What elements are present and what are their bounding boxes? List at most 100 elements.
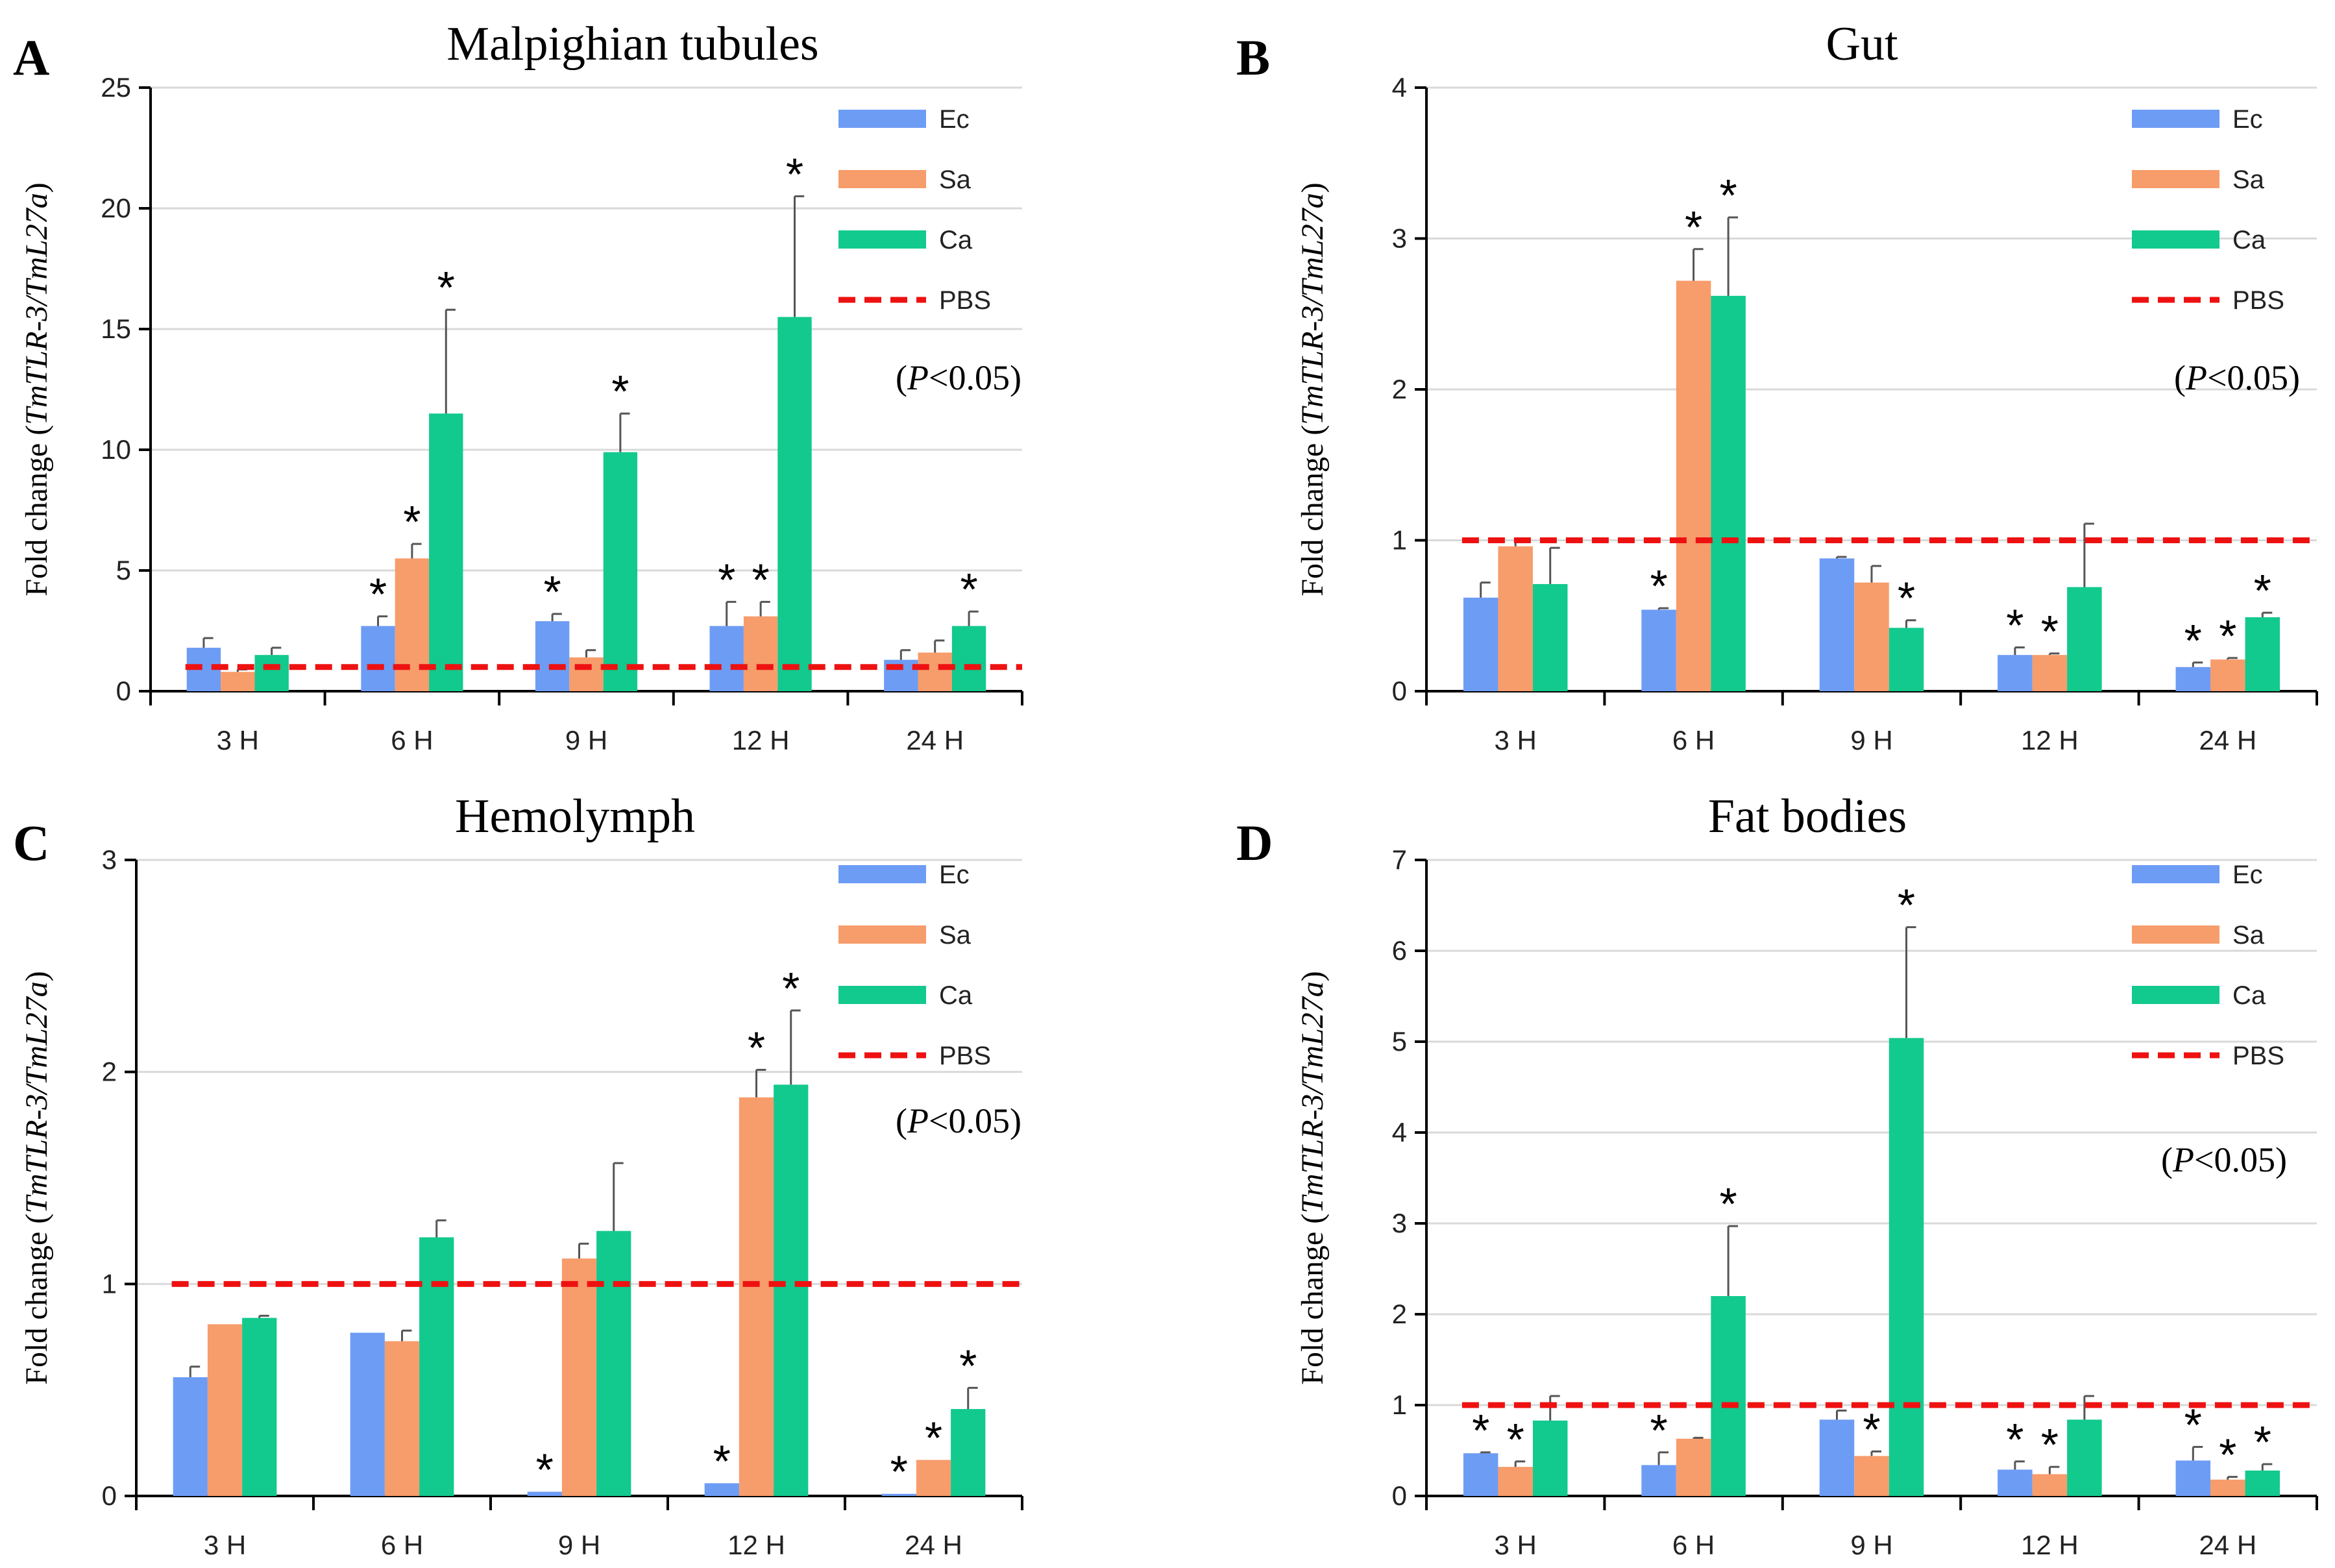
significance-asterisk: * [960,564,977,615]
significance-asterisk: * [1472,1405,1489,1456]
y-tick-label: 1 [1392,525,1407,556]
significance-asterisk: * [1685,202,1702,252]
bar-sa [743,616,778,691]
significance-asterisk: * [1898,573,1915,624]
x-tick-label: 24 H [2199,1530,2256,1560]
bar-sa [2032,1474,2068,1496]
panel-title: Fat bodies [1708,790,1907,843]
legend-swatch-ca [2132,230,2219,249]
legend-label-sa: Sa [939,921,972,949]
bar-sa [207,1324,243,1496]
significance-asterisk: * [2254,565,2271,616]
bar-sa [2210,659,2245,691]
bar-sa [916,1460,951,1496]
significance-asterisk: * [2254,1417,2271,1467]
y-tick-label: 2 [102,1057,117,1087]
bar-ec [2175,1460,2211,1496]
significance-asterisk: * [1650,1405,1667,1456]
bar-sa [1498,546,1533,691]
p-value-annotation: (P<0.05) [2161,1140,2287,1179]
panel-title: Hemolymph [455,790,695,843]
y-axis-label: Fold change (TmTLR-3/TmL27a) [1295,182,1330,596]
significance-asterisk: * [2006,600,2023,651]
significance-asterisk: * [2219,1430,2236,1480]
bar-ca [419,1237,454,1496]
legend-label-ec: Ec [2232,861,2263,889]
bar-sa [739,1097,774,1496]
y-tick-label: 15 [101,313,131,344]
significance-asterisk: * [611,366,629,417]
legend-swatch-sa [2132,170,2219,188]
panel-label: B [1236,29,1270,86]
bar-ec [361,626,395,691]
x-tick-label: 3 H [204,1530,246,1560]
x-tick-label: 24 H [905,1530,962,1560]
legend-swatch-sa [838,170,926,188]
significance-asterisk: * [786,149,803,199]
bar-sa [1854,582,1889,691]
significance-asterisk: * [369,569,387,620]
bar-ec [709,626,744,691]
legend-label-ec: Ec [939,861,970,889]
y-axis-label: Fold change (TmTLR-3/TmL27a) [19,971,54,1384]
significance-asterisk: * [752,554,769,605]
y-tick-label: 2 [1392,374,1407,404]
bar-ec [350,1332,385,1496]
bar-sa [1498,1467,1533,1496]
significance-asterisk: * [959,1340,977,1391]
bar-ca [2245,617,2280,691]
bar-ec [2175,667,2211,691]
y-tick-label: 3 [1392,1208,1407,1238]
x-tick-label: 12 H [732,725,790,755]
x-tick-label: 12 H [727,1530,785,1560]
panel-label: C [13,815,49,871]
bar-sa [384,1341,420,1496]
panel-c: 0 1 2 3 3 H 6 H 9 H 12 H 24 H * * * * * * * Ec Sa Ca PBS (P<… [13,790,1023,1560]
significance-asterisk: * [437,262,455,313]
legend-swatch-ec [2132,110,2219,128]
bar-sa [918,652,952,691]
significance-asterisk: * [1719,170,1737,221]
y-tick-label: 1 [1392,1390,1407,1420]
bar-ca [951,1409,986,1496]
y-tick-label: 1 [102,1268,117,1299]
y-axis-label: Fold change (TmTLR-3/TmL27a) [19,182,54,596]
bar-sa [1676,1438,1711,1496]
bar-ca [2245,1470,2280,1496]
bar-sa [221,672,255,691]
panel-label: D [1236,815,1273,871]
bar-ec [173,1377,208,1496]
legend-label-sa: Sa [2232,921,2265,949]
significance-asterisk: * [890,1447,908,1497]
legend-swatch-sa [2132,925,2219,944]
significance-asterisk: * [1719,1179,1737,1229]
bar-ec [1998,1469,2033,1496]
significance-asterisk: * [1650,561,1667,611]
bar-ca [2067,1419,2102,1496]
bar-sa [2210,1479,2245,1496]
bar-ca [1711,1296,1746,1496]
x-tick-label: 9 H [565,725,607,755]
legend-swatch-ca [2132,986,2219,1004]
significance-asterisk: * [2006,1414,2023,1465]
bar-ca [242,1317,277,1496]
x-tick-label: 6 H [1672,725,1715,755]
legend-label-sa: Sa [2232,165,2265,194]
significance-asterisk: * [543,567,561,617]
legend-swatch-ca [838,986,926,1004]
legend-label-ca: Ca [939,226,973,254]
x-tick-label: 6 H [391,725,433,755]
y-tick-label: 0 [1392,676,1407,706]
x-tick-label: 9 H [1850,725,1892,755]
x-tick-label: 24 H [906,725,964,755]
x-tick-label: 6 H [1672,1530,1715,1560]
legend-label-pbs: PBS [939,286,991,315]
legend-label-ec: Ec [2232,105,2263,134]
significance-asterisk: * [782,963,800,1014]
legend-label-ec: Ec [939,105,970,134]
y-tick-label: 0 [102,1480,117,1511]
x-tick-label: 12 H [2021,1530,2079,1560]
bar-ec [527,1491,562,1496]
x-tick-label: 6 H [381,1530,423,1560]
panel-label: A [13,29,49,86]
